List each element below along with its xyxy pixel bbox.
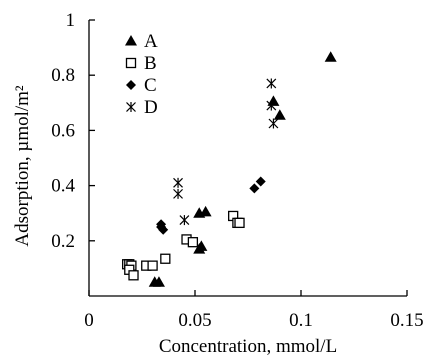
legend-marker-B (125, 57, 137, 69)
data-point (266, 78, 277, 89)
y-tick-label: 0.8 (51, 65, 75, 86)
data-point (268, 118, 279, 129)
series-C (156, 176, 266, 235)
plot-frame (88, 20, 407, 297)
y-tick-label: 1 (66, 10, 76, 31)
x-tick-label: 0 (84, 310, 94, 331)
y-tick-label: 0.4 (51, 176, 75, 197)
data-point (160, 253, 171, 264)
data-point (324, 51, 337, 62)
x-axis-title: Concentration, mmol/L (159, 336, 337, 357)
y-tick-label: 0.2 (51, 231, 75, 252)
data-point (179, 215, 190, 226)
legend-marker-C (126, 80, 136, 90)
x-tick-label: 0.1 (289, 310, 313, 331)
data-point (199, 205, 212, 217)
data-point (152, 276, 165, 287)
legend-marker-D (126, 102, 136, 112)
data-point (266, 100, 277, 111)
series-A (148, 51, 337, 287)
data-point (234, 217, 245, 229)
data-points (122, 51, 337, 287)
data-point (187, 237, 199, 248)
data-point (173, 188, 183, 199)
data-point (195, 240, 208, 251)
data-point (267, 95, 280, 106)
data-point (147, 260, 158, 271)
series-D (173, 78, 279, 226)
legend-label-D: D (144, 97, 158, 118)
data-point (173, 177, 183, 188)
x-tick-label: 0.05 (178, 310, 211, 331)
x-tick-label: 0.15 (390, 310, 423, 331)
legend-label-C: C (144, 75, 157, 96)
data-point (158, 224, 169, 235)
y-axis-title: Adsorption, µmol/m² (12, 85, 33, 247)
data-point (273, 109, 286, 120)
y-tick-label: 0.6 (51, 120, 75, 141)
data-point (255, 176, 266, 187)
data-point (249, 183, 260, 194)
legend-label-A: A (144, 31, 158, 52)
series-B (122, 210, 245, 281)
y-axis-ticks: 0.2 0.4 0.6 0.8 1 (51, 10, 95, 252)
legend-label-B: B (144, 53, 157, 74)
data-point (128, 270, 139, 281)
x-axis-ticks: 0 0.05 0.1 0.15 (84, 290, 424, 331)
legend-marker-A (125, 35, 137, 46)
